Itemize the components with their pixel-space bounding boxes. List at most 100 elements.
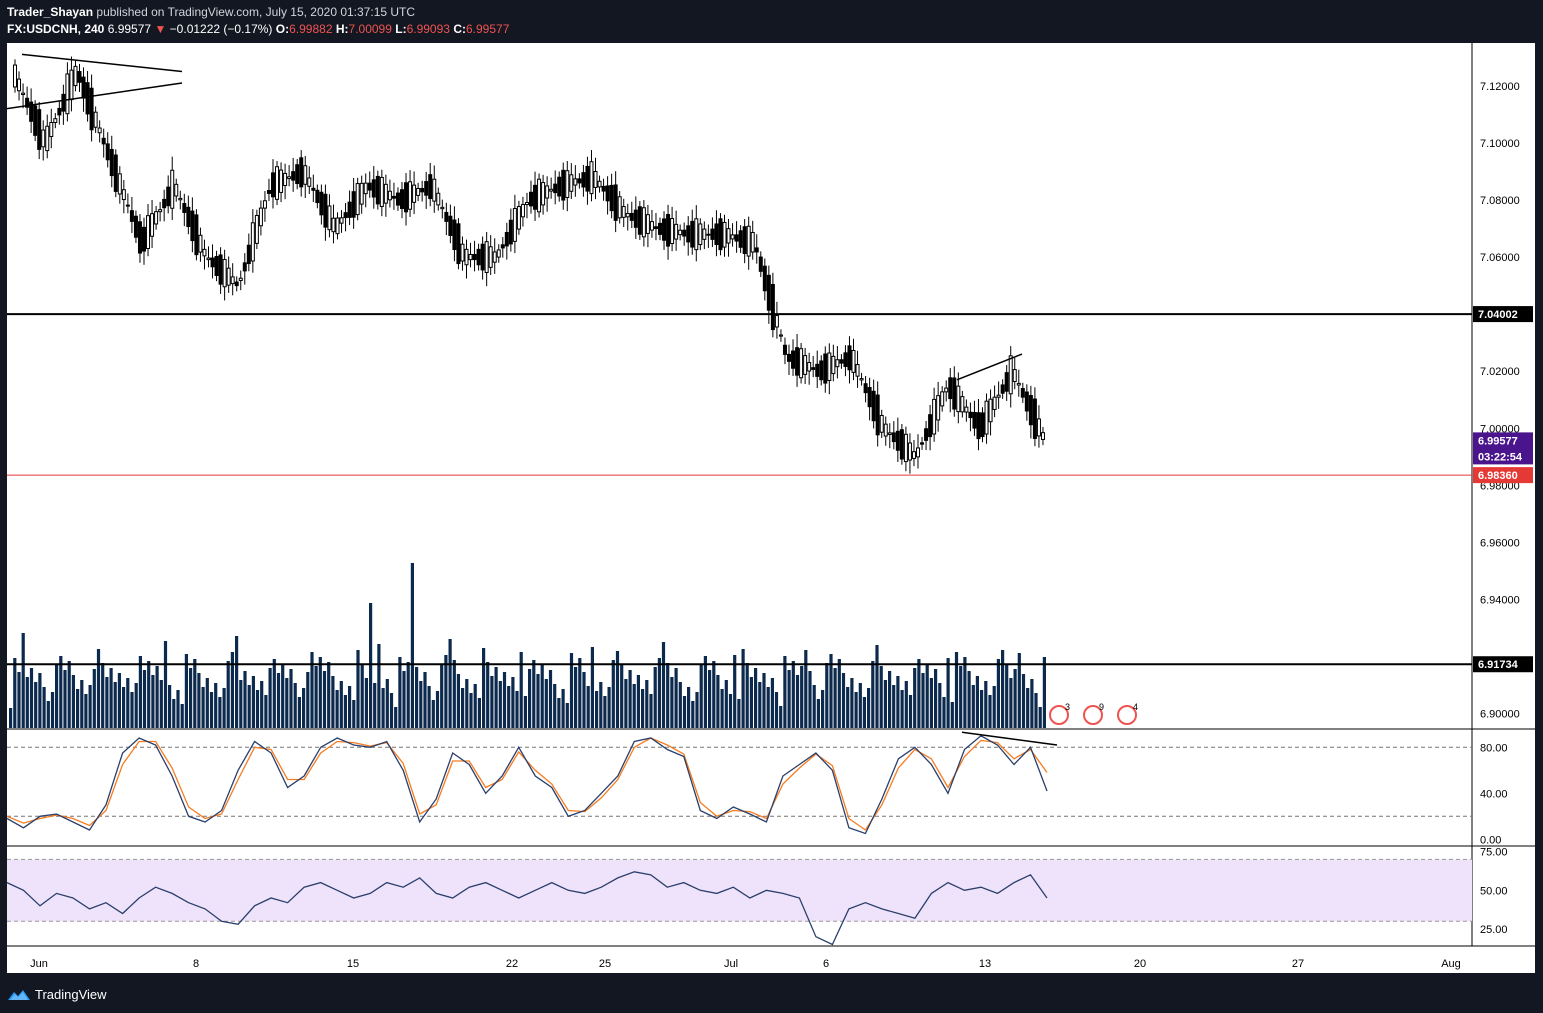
candle-body [170,169,175,209]
time-tick-label: 15 [347,958,359,970]
volume-bar [38,673,42,728]
volume-bar [373,683,377,728]
candle-body [287,176,292,180]
candle-body [601,185,606,192]
chart-svg[interactable]: 7.12000 7.10000 7.08000 7.06000 7.02000 7.000… [6,43,1535,973]
volume-bar [281,664,285,728]
price-tick-label: 7.12000 [1480,81,1520,93]
volume-bar [762,673,766,728]
candle-body [234,281,239,287]
candle-body [25,97,30,108]
candle-body [573,178,578,186]
candle-body [158,209,163,213]
tradingview-brand[interactable]: TradingView [7,987,107,1002]
stoch-trendline [961,731,1058,746]
volume-bar [461,688,465,728]
volume-bar [415,667,419,728]
candle-body [609,184,614,212]
candle-body [932,398,937,435]
candle-body [585,165,590,192]
candle-body [448,215,453,236]
candle-body [996,394,1001,398]
candle-body [593,171,598,188]
volume-bar [867,688,871,728]
volume-bar [352,700,356,728]
volume-bar [406,662,410,728]
symbol-label[interactable]: FX:USDCNH, 240 [7,22,105,36]
volume-bar [996,659,1000,728]
volume-bar [569,653,574,728]
candle-body [1036,418,1041,437]
volume-bar [293,683,297,728]
candle-body [968,411,973,419]
time-tick-label: 6 [823,958,829,970]
chart-area[interactable]: 7.12000 7.10000 7.08000 7.06000 7.02000 7.000… [6,43,1535,973]
volume-bar [590,647,594,728]
trendline [21,53,183,73]
candle-body [843,352,848,367]
volume-bar [624,679,628,728]
volume-bar [1034,693,1038,728]
volume-bar [816,699,820,728]
volume-bar [159,680,163,728]
author-name[interactable]: Trader_Shayan [7,5,94,19]
candle-body [903,433,908,463]
candle-body [69,69,74,101]
candle-body [484,241,489,273]
volume-bar [310,652,314,728]
trendline [956,353,1023,381]
volume-bar [657,658,661,728]
event-flag-icon [1083,705,1103,725]
volume-bar [452,660,456,728]
candle-body [262,200,267,209]
volume-bar [724,680,728,728]
candle-body [299,157,304,188]
volume-bar [318,657,322,728]
volume-bar [268,668,272,728]
candle-body [617,196,622,219]
candle-body [972,411,977,429]
candle-body [186,206,191,228]
volume-bar [255,690,260,728]
change-arrow-icon: ▼ [154,22,167,36]
candle-body [85,82,90,115]
volume-bar [163,641,168,728]
volume-bar [829,654,833,728]
candle-body [250,222,255,262]
volume-bar [850,678,854,728]
candle-body [714,223,719,246]
candle-body [81,76,86,99]
candle-body [331,217,336,233]
candle-body [553,183,558,194]
candle-body [1040,432,1045,440]
volume-bar [846,687,850,728]
candle-body [133,215,138,238]
volume-bar [348,686,352,728]
volume-bar [423,672,427,728]
volume-bar [925,664,929,728]
candle-body [891,432,896,443]
candle-body [359,182,364,205]
low-value: 6.99093 [406,22,450,36]
volume-bar [586,686,590,728]
volume-bar [1030,679,1034,728]
candle-body [827,352,832,382]
candle-body [936,395,941,421]
price-tick-label: 6.96000 [1480,537,1520,549]
candle-body [541,182,546,206]
close-value: 6.99577 [465,22,510,36]
candle-body [89,87,94,131]
volume-bar [879,666,883,728]
volume-bar [176,690,180,728]
volume-bar [678,682,682,728]
candle-body [520,204,525,218]
volume-bar [402,671,406,728]
volume-bar [477,698,481,728]
price-tick-label: 7.00000 [1480,423,1520,435]
volume-bar [954,652,959,728]
volume-bar [155,666,159,728]
candle-body [137,221,142,254]
volume-bar [1017,653,1021,728]
volume-bar [553,684,557,728]
candle-body [271,172,275,198]
